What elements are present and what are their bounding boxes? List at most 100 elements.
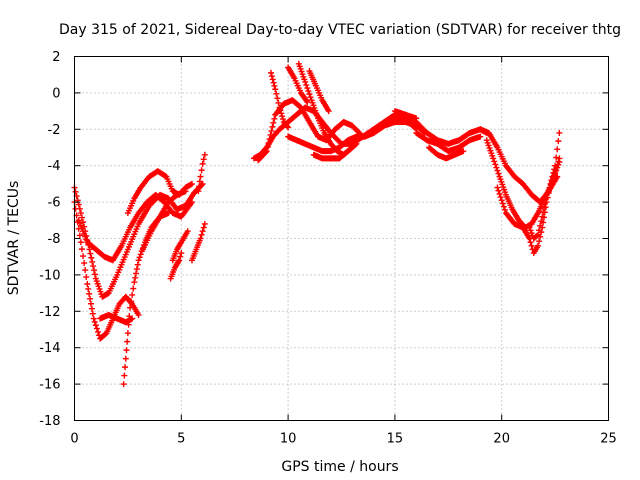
data-point [265, 140, 272, 147]
y-tick-label: -10 [39, 268, 60, 283]
data-point [93, 325, 100, 332]
x-tick-label: 0 [70, 432, 78, 447]
data-point [549, 177, 556, 184]
data-point [275, 99, 282, 106]
data-point [271, 115, 278, 122]
y-tick-label: 0 [52, 86, 60, 101]
y-tick-label: -4 [48, 159, 61, 174]
x-tick-label: 10 [280, 432, 297, 447]
data-point [72, 205, 79, 212]
data-point [87, 250, 94, 257]
data-point [535, 231, 542, 238]
data-point [77, 222, 84, 229]
data-point [94, 328, 101, 335]
data-point [128, 298, 135, 305]
data-point [267, 131, 274, 138]
data-point [121, 372, 128, 379]
data-point [268, 69, 275, 76]
data-point [266, 136, 273, 143]
data-point [199, 160, 206, 167]
data-point [494, 184, 501, 191]
series-track-j [195, 151, 208, 195]
data-point [495, 170, 502, 177]
data-point [527, 227, 534, 234]
data-point [85, 285, 92, 292]
data-point [477, 133, 484, 140]
data-point [130, 285, 137, 292]
data-point [541, 200, 548, 207]
data-point [551, 171, 558, 178]
data-point [129, 291, 136, 298]
data-point [131, 279, 138, 286]
data-point [501, 206, 508, 213]
data-point [553, 154, 560, 161]
data-point [136, 254, 143, 261]
y-tick-label: -12 [39, 305, 60, 320]
data-point [528, 230, 535, 237]
data-point [76, 220, 83, 227]
data-point [352, 141, 359, 148]
data-point [496, 190, 503, 197]
data-point [499, 200, 506, 207]
y-tick-label: -2 [48, 123, 61, 138]
data-point [176, 257, 183, 264]
data-point [552, 167, 559, 174]
data-point [90, 315, 97, 322]
series-track-t [391, 108, 490, 147]
data-point [263, 148, 270, 155]
data-point [264, 144, 271, 151]
data-point [78, 246, 85, 253]
data-point [302, 78, 309, 85]
data-point [188, 180, 195, 187]
data-point [72, 188, 79, 195]
series-track-v [426, 144, 467, 162]
series-track-s [306, 68, 332, 115]
data-point [490, 155, 497, 162]
data-point [555, 138, 562, 145]
data-point [89, 310, 96, 317]
data-point [273, 90, 280, 97]
data-point [201, 151, 208, 158]
data-point [526, 224, 533, 231]
data-point [272, 86, 279, 93]
data-point [271, 82, 278, 89]
data-point [80, 253, 87, 260]
data-point [555, 158, 562, 165]
data-point [75, 217, 82, 224]
series-track-i [188, 220, 208, 264]
data-point [120, 381, 127, 388]
data-point [270, 79, 277, 86]
data-point [88, 254, 95, 261]
data-point [92, 322, 99, 329]
data-point [184, 228, 191, 235]
data-point [527, 239, 534, 246]
y-tick-label: -8 [48, 232, 61, 247]
data-point [178, 250, 185, 257]
series-track-q [268, 69, 292, 131]
x-tick-label: 5 [177, 432, 185, 447]
data-point [495, 187, 502, 194]
data-point [89, 258, 96, 265]
data-point [304, 85, 311, 92]
y-tick-label: -18 [39, 414, 60, 429]
data-point [199, 228, 206, 235]
data-point [165, 210, 172, 217]
data-point [78, 225, 85, 232]
data-point [325, 108, 332, 115]
data-point [279, 116, 286, 123]
data-point [87, 300, 94, 307]
data-point [86, 290, 93, 297]
data-point [76, 232, 83, 239]
x-tick-label: 15 [387, 432, 404, 447]
data-point [137, 251, 144, 258]
data-point [200, 156, 207, 163]
data-point [201, 220, 208, 227]
data-point [536, 238, 543, 245]
data-point [91, 267, 98, 274]
data-point [537, 222, 544, 229]
data-point [498, 197, 505, 204]
data-point [497, 194, 504, 201]
data-point [196, 183, 203, 190]
